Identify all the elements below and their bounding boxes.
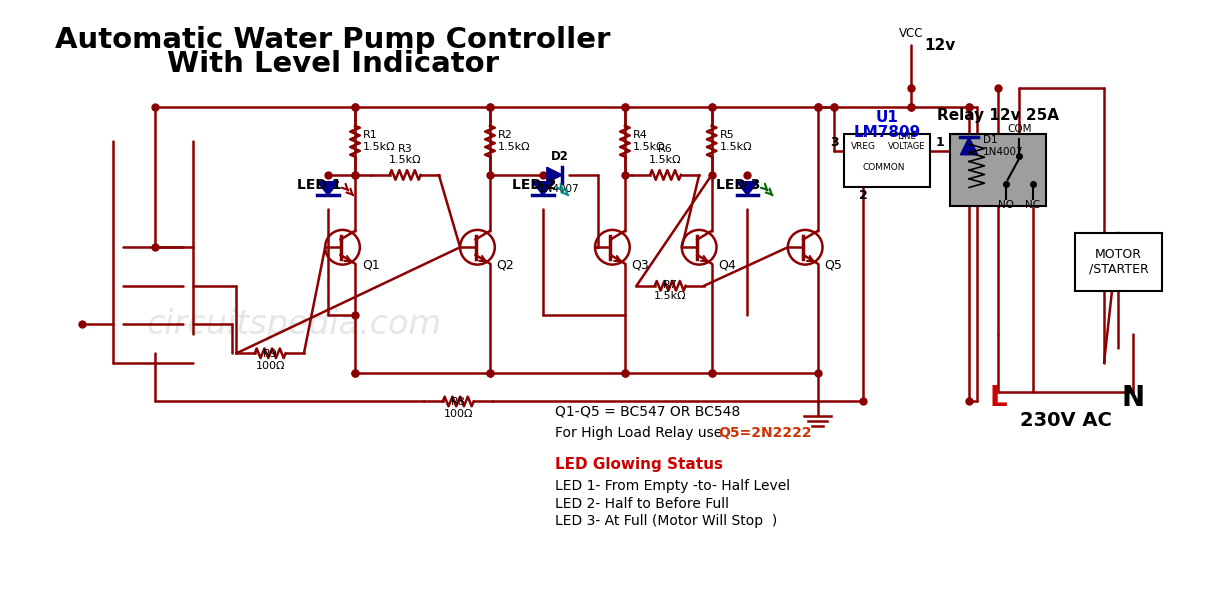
Text: LM7809: LM7809: [854, 125, 920, 140]
Text: D1
1N4007: D1 1N4007: [982, 135, 1023, 157]
Text: L: L: [989, 384, 1006, 412]
Text: NO: NO: [998, 200, 1014, 210]
Text: Q4: Q4: [718, 258, 736, 271]
Text: D2: D2: [551, 149, 568, 162]
Text: R1
1.5kΩ: R1 1.5kΩ: [363, 130, 395, 152]
Text: circuitspedia.com: circuitspedia.com: [147, 308, 442, 341]
Text: Q2: Q2: [497, 258, 515, 271]
Text: MOTOR
/STARTER: MOTOR /STARTER: [1089, 248, 1148, 276]
Polygon shape: [547, 167, 562, 183]
Text: COMMON: COMMON: [863, 163, 906, 172]
Text: 2: 2: [859, 189, 867, 202]
Bar: [1075, 233, 1161, 291]
Text: Q5: Q5: [825, 258, 843, 271]
Polygon shape: [317, 181, 339, 195]
Polygon shape: [736, 181, 758, 195]
Text: LED 2- Half to Before Full: LED 2- Half to Before Full: [555, 496, 729, 510]
Text: 1: 1: [936, 136, 945, 149]
Text: 230V AC: 230V AC: [1020, 411, 1112, 430]
Text: 3: 3: [830, 136, 838, 149]
Text: Q3: Q3: [632, 258, 649, 271]
Text: LED 3: LED 3: [717, 178, 761, 192]
Text: Q5=2N2222: Q5=2N2222: [718, 426, 813, 440]
Polygon shape: [960, 137, 977, 155]
Text: R5
1.5kΩ: R5 1.5kΩ: [719, 130, 752, 152]
Text: Automatic Water Pump Controller: Automatic Water Pump Controller: [56, 26, 610, 54]
Text: LED 1- From Empty -to- Half Level: LED 1- From Empty -to- Half Level: [555, 479, 790, 493]
Text: 12v: 12v: [924, 38, 955, 53]
Text: R6
1.5kΩ: R6 1.5kΩ: [649, 144, 682, 165]
Text: N: N: [1121, 384, 1144, 412]
Text: Relay 12v 25A: Relay 12v 25A: [937, 108, 1058, 122]
Text: Q1-Q5 = BC547 OR BC548: Q1-Q5 = BC547 OR BC548: [555, 405, 740, 419]
Text: LED Glowing Status: LED Glowing Status: [555, 457, 723, 472]
Polygon shape: [533, 181, 553, 195]
Text: For High Load Relay use: For High Load Relay use: [555, 426, 727, 440]
Bar: [844, 134, 930, 187]
Text: R4
1.5kΩ: R4 1.5kΩ: [632, 130, 665, 152]
Text: VREG: VREG: [850, 142, 876, 151]
Text: With Level Indicator: With Level Indicator: [167, 50, 499, 77]
Text: LED 1: LED 1: [297, 178, 342, 192]
Text: 1N4007: 1N4007: [539, 184, 580, 194]
Text: LED 2: LED 2: [512, 178, 557, 192]
Text: COM: COM: [1006, 124, 1032, 134]
Text: R3
1.5kΩ: R3 1.5kΩ: [389, 144, 421, 165]
Text: R8
100Ω: R8 100Ω: [443, 397, 474, 419]
Text: LINE
VOLTAGE: LINE VOLTAGE: [888, 132, 925, 151]
Text: LED 3- At Full (Motor Will Stop  ): LED 3- At Full (Motor Will Stop ): [555, 514, 776, 528]
Text: NC: NC: [1025, 200, 1040, 210]
Text: Q1: Q1: [362, 258, 379, 271]
Text: VCC: VCC: [899, 27, 924, 40]
Bar: [949, 134, 1046, 206]
Text: R2
1.5kΩ: R2 1.5kΩ: [498, 130, 530, 152]
Text: R7
1.5kΩ: R7 1.5kΩ: [654, 280, 687, 301]
Text: U1: U1: [876, 110, 899, 125]
Text: R9
100Ω: R9 100Ω: [256, 349, 285, 371]
